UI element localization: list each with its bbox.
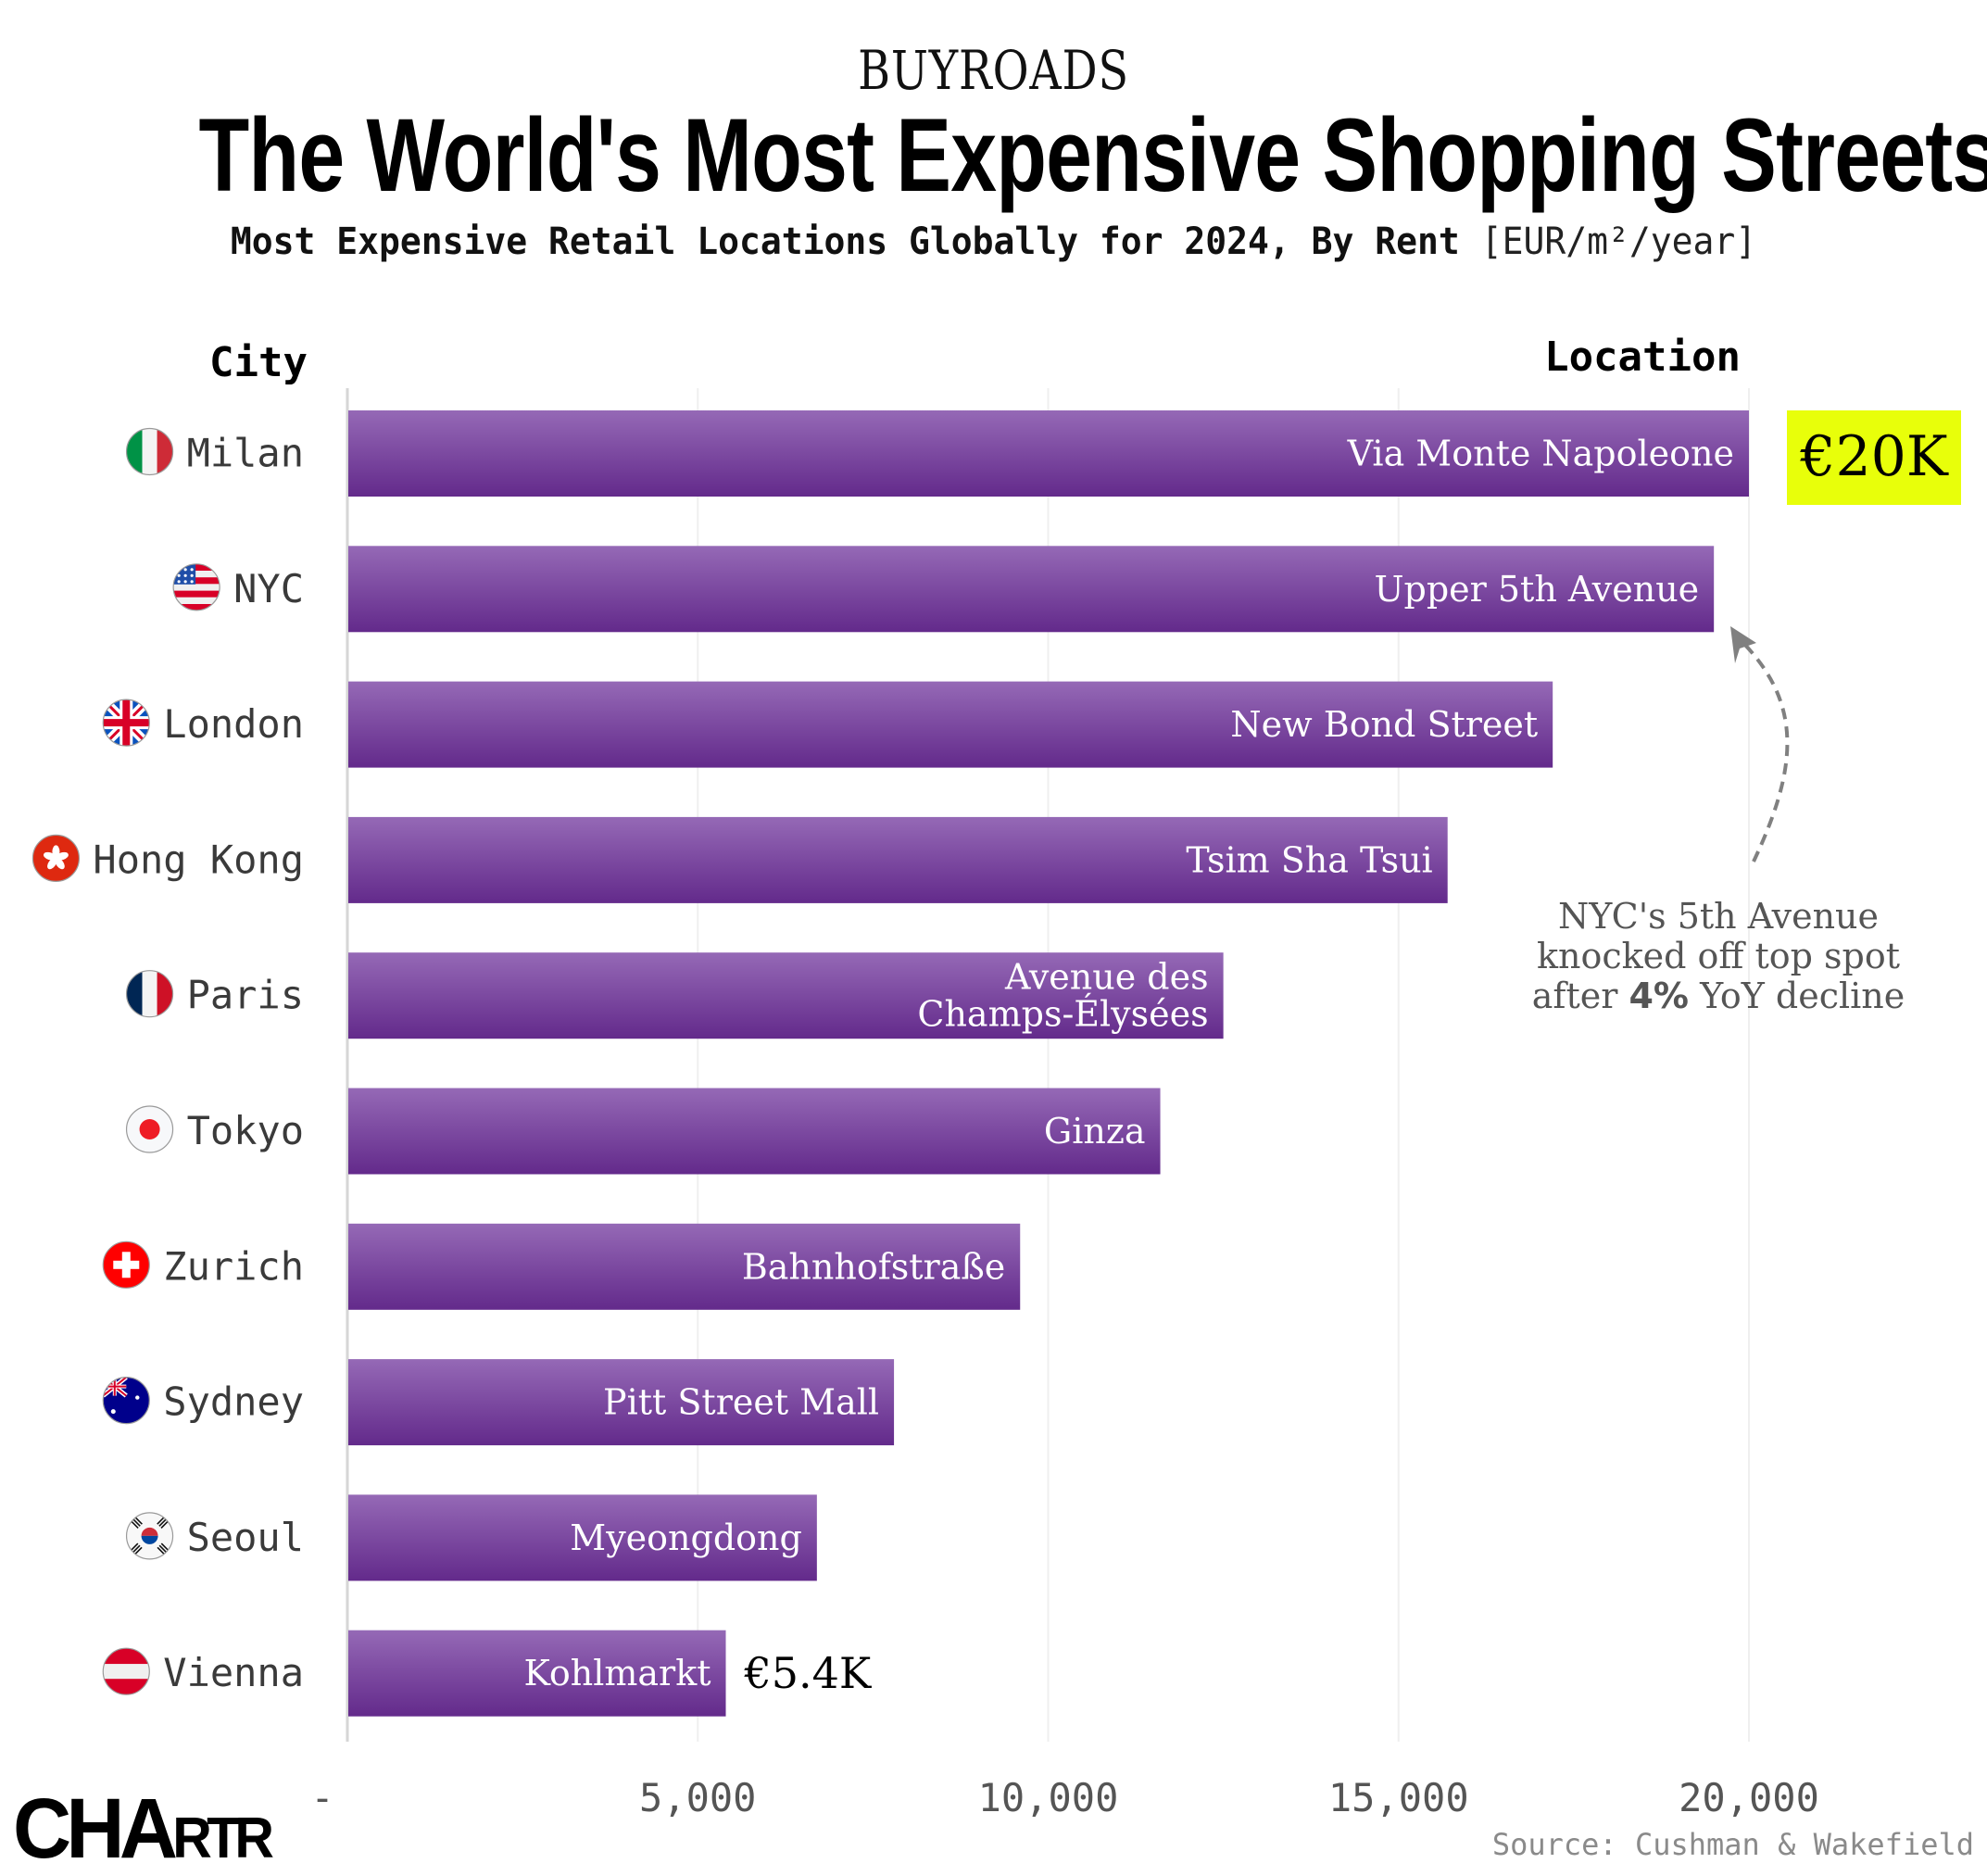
annotation-line: knocked off top spot: [1537, 936, 1900, 976]
city-label: NYC: [233, 566, 304, 611]
location-label: Ginza: [1044, 1111, 1146, 1152]
flag-italy-icon: [125, 427, 174, 476]
arrow-head-icon: [1730, 626, 1756, 663]
flag-usa-icon: [172, 563, 220, 611]
chart-subtitle: Most Expensive Retail Locations Globally…: [50, 220, 1938, 263]
city-label: Sydney: [163, 1379, 304, 1425]
top-value-label: €20K: [1799, 424, 1949, 489]
location-label: Upper 5th Avenue: [1374, 569, 1699, 610]
location-label: Champs-Élysées: [917, 994, 1208, 1035]
bar-milan: [348, 410, 1749, 497]
city-label: Hong Kong: [93, 837, 304, 882]
flag-france-icon: [125, 970, 174, 1018]
annotation-arrow: [1736, 636, 1790, 862]
flag-japan-icon: [125, 1105, 174, 1153]
flag-australia-icon: [102, 1376, 150, 1425]
location-label: Tsim Sha Tsui: [1186, 839, 1432, 880]
top-value-badge: [1787, 410, 1961, 505]
city-label: Vienna: [163, 1650, 304, 1695]
city-label: London: [163, 701, 304, 747]
x-tick-label: 15,000: [1328, 1775, 1469, 1820]
flag-austria-icon: [102, 1647, 150, 1695]
location-label: Via Monte Napoleone: [1347, 434, 1734, 474]
labels: - 5,000 10,000 15,000 20,000 Milan Via Monte N…: [31, 410, 1961, 1820]
location-label: Kohlmarkt: [523, 1653, 711, 1693]
x-tick-label: 5,000: [639, 1775, 756, 1820]
annotation-line: after 4% YoY decline: [1532, 976, 1905, 1016]
bar-seoul: [348, 1494, 817, 1581]
bar-paris: [348, 952, 1224, 1039]
x-tick-label: -: [310, 1775, 333, 1820]
bars: [348, 410, 1749, 1717]
bar-vienna: [348, 1630, 726, 1717]
location-column-header: Location: [1544, 334, 1741, 381]
bar-zurich: [348, 1223, 1021, 1310]
bottom-value-label: €5.4K: [744, 1648, 873, 1698]
flag-uk-icon: [102, 699, 150, 747]
source-note: Source: Cushman & Wakefield: [1491, 1827, 1974, 1862]
bar-nyc: [348, 546, 1715, 633]
brand-label: BUYROADS: [858, 39, 1129, 102]
city-label: Seoul: [187, 1515, 304, 1560]
x-tick-label: 10,000: [978, 1775, 1119, 1820]
annotation-line: NYC's 5th Avenue: [1558, 896, 1879, 937]
city-label: Milan: [187, 431, 304, 476]
flag-hong-kong-icon: [31, 834, 81, 883]
location-label: Myeongdong: [570, 1517, 802, 1558]
chartr-logo: CHARTR: [13, 1786, 274, 1871]
flag-south-korea-icon: [125, 1512, 174, 1560]
location-label: Bahnhofstraße: [742, 1246, 1005, 1287]
location-label: New Bond Street: [1230, 704, 1538, 745]
city-label: Tokyo: [187, 1108, 304, 1153]
city-column-header: City: [209, 339, 308, 386]
city-label: Paris: [187, 973, 304, 1018]
city-label: Zurich: [163, 1243, 304, 1289]
flag-switzerland-icon: [102, 1240, 150, 1289]
subtitle-unit: [EUR/m²/year]: [1480, 220, 1757, 263]
location-label: Pitt Street Mall: [603, 1382, 879, 1423]
bar-london: [348, 681, 1553, 768]
x-tick-label: 20,000: [1679, 1775, 1819, 1820]
subtitle-text: Most Expensive Retail Locations Globally…: [230, 220, 1460, 263]
location-label: Avenue des: [1004, 957, 1209, 998]
logo-text: CHARTR: [13, 1782, 274, 1876]
bar-tokyo: [348, 1088, 1161, 1175]
chart-title: The World's Most Expensive Shopping Stre…: [198, 97, 1987, 213]
bar-hong-kong: [348, 816, 1448, 903]
bar-sydney: [348, 1359, 895, 1446]
